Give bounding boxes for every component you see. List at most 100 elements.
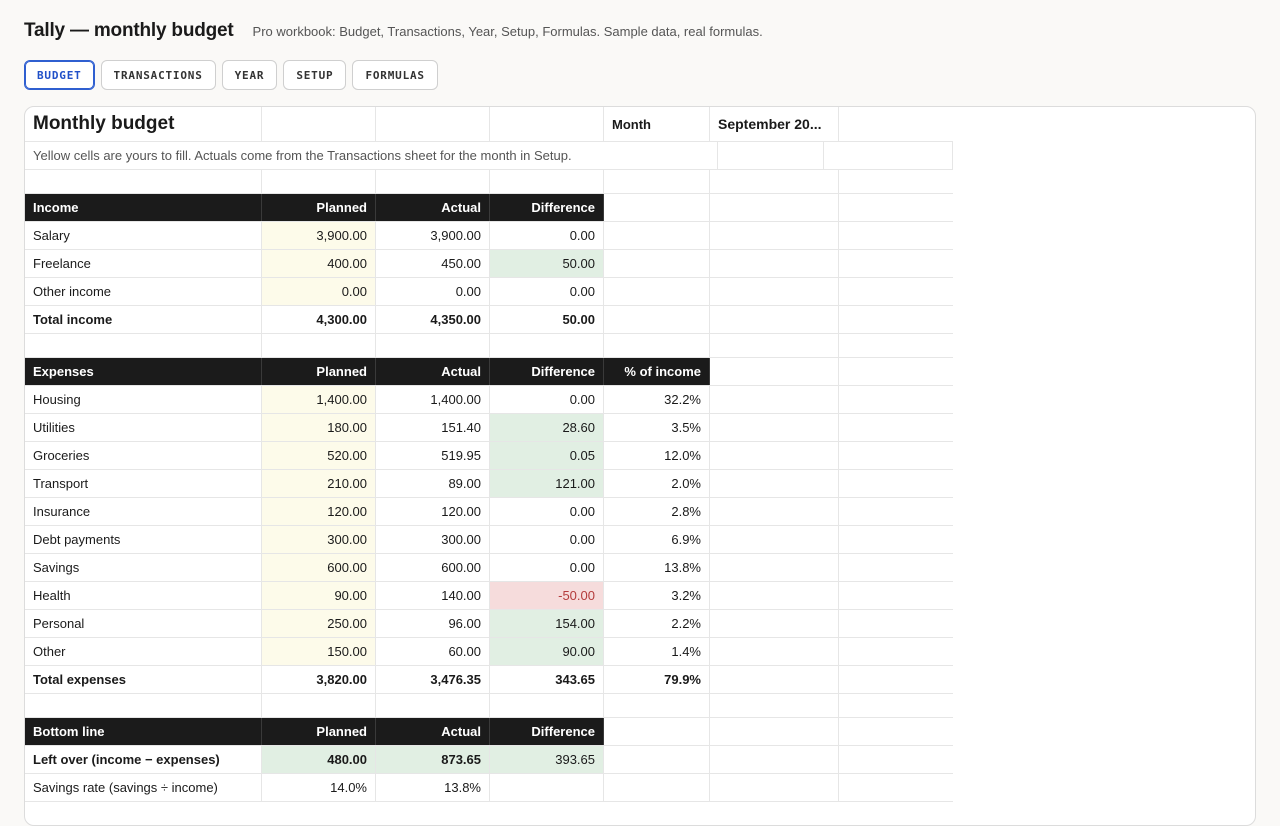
empty-cell[interactable]	[710, 386, 839, 413]
planned-input[interactable]: 120.00	[262, 498, 376, 525]
empty-cell[interactable]	[710, 306, 839, 333]
planned-value: 14.0%	[262, 774, 376, 801]
planned-input[interactable]: 3,900.00	[262, 222, 376, 249]
difference-header: Difference	[490, 718, 604, 745]
empty-cell[interactable]	[25, 170, 262, 193]
empty-cell[interactable]	[710, 278, 839, 305]
empty-cell[interactable]	[710, 498, 839, 525]
tab-setup[interactable]: SETUP	[283, 60, 347, 90]
empty-cell[interactable]	[604, 278, 710, 305]
empty-cell[interactable]	[710, 746, 839, 773]
actual-value: 3,900.00	[376, 222, 490, 249]
tab-transactions[interactable]: TRANSACTIONS	[100, 60, 216, 90]
empty-cell[interactable]	[25, 334, 262, 357]
planned-input[interactable]: 0.00	[262, 278, 376, 305]
difference-header: Difference	[490, 358, 604, 385]
difference-total: 50.00	[490, 306, 604, 333]
expense-row-groceries: Groceries 520.00 519.95 0.05 12.0%	[25, 442, 953, 470]
tab-formulas[interactable]: FORMULAS	[352, 60, 438, 90]
planned-input[interactable]: 250.00	[262, 610, 376, 637]
actual-value: 0.00	[376, 278, 490, 305]
empty-cell[interactable]	[710, 610, 839, 637]
empty-cell[interactable]	[490, 774, 604, 801]
empty-cell[interactable]	[262, 334, 376, 357]
empty-cell[interactable]	[262, 107, 376, 141]
difference-value: 50.00	[490, 250, 604, 277]
empty-cell[interactable]	[710, 554, 839, 581]
empty-cell[interactable]	[710, 250, 839, 277]
empty-cell[interactable]	[604, 718, 710, 745]
empty-cell[interactable]	[710, 526, 839, 553]
expense-row-housing: Housing 1,400.00 1,400.00 0.00 32.2%	[25, 386, 953, 414]
empty-cell[interactable]	[604, 170, 710, 193]
expense-row-utilities: Utilities 180.00 151.40 28.60 3.5%	[25, 414, 953, 442]
empty-cell[interactable]	[490, 107, 604, 141]
empty-cell[interactable]	[824, 142, 953, 169]
planned-input[interactable]: 1,400.00	[262, 386, 376, 413]
planned-input[interactable]: 210.00	[262, 470, 376, 497]
pct-income-value: 1.4%	[604, 638, 710, 665]
empty-cell[interactable]	[604, 194, 710, 221]
empty-cell[interactable]	[710, 470, 839, 497]
empty-cell[interactable]	[376, 694, 490, 717]
tab-year[interactable]: YEAR	[221, 60, 278, 90]
planned-input[interactable]: 180.00	[262, 414, 376, 441]
empty-cell[interactable]	[376, 170, 490, 193]
empty-cell[interactable]	[262, 694, 376, 717]
empty-cell[interactable]	[710, 334, 839, 357]
empty-cell[interactable]	[604, 774, 710, 801]
planned-input[interactable]: 600.00	[262, 554, 376, 581]
row-label: Freelance	[25, 250, 262, 277]
row-label: Savings rate (savings ÷ income)	[25, 774, 262, 801]
empty-cell[interactable]	[604, 334, 710, 357]
empty-cell[interactable]	[710, 358, 839, 385]
empty-cell[interactable]	[604, 250, 710, 277]
empty-cell[interactable]	[710, 774, 839, 801]
actual-total: 3,476.35	[376, 666, 490, 693]
empty-cell[interactable]	[710, 638, 839, 665]
empty-cell[interactable]	[710, 666, 839, 693]
blank-row	[25, 170, 953, 194]
income-row-other: Other income 0.00 0.00 0.00	[25, 278, 953, 306]
empty-cell[interactable]	[710, 442, 839, 469]
empty-cell[interactable]	[710, 718, 839, 745]
actual-value: 873.65	[376, 746, 490, 773]
difference-value: 0.00	[490, 554, 604, 581]
empty-cell[interactable]	[25, 694, 262, 717]
income-header-row: Income Planned Actual Difference	[25, 194, 953, 222]
empty-cell[interactable]	[376, 107, 490, 141]
budget-grid: Monthly budget Month September 20... Yel…	[25, 107, 953, 802]
row-label: Health	[25, 582, 262, 609]
row-label: Salary	[25, 222, 262, 249]
empty-cell[interactable]	[710, 194, 839, 221]
tab-budget[interactable]: BUDGET	[24, 60, 95, 90]
row-label: Other income	[25, 278, 262, 305]
empty-cell[interactable]	[604, 746, 710, 773]
planned-input[interactable]: 400.00	[262, 250, 376, 277]
empty-cell[interactable]	[710, 582, 839, 609]
empty-cell[interactable]	[604, 222, 710, 249]
actual-value: 140.00	[376, 582, 490, 609]
empty-cell[interactable]	[710, 170, 839, 193]
empty-cell[interactable]	[710, 414, 839, 441]
empty-cell[interactable]	[718, 142, 824, 169]
empty-cell[interactable]	[710, 694, 839, 717]
empty-cell[interactable]	[376, 334, 490, 357]
empty-cell[interactable]	[262, 170, 376, 193]
income-total-row: Total income 4,300.00 4,350.00 50.00	[25, 306, 953, 334]
planned-input[interactable]: 520.00	[262, 442, 376, 469]
planned-input[interactable]: 300.00	[262, 526, 376, 553]
empty-cell[interactable]	[490, 694, 604, 717]
month-value[interactable]: September 20...	[710, 107, 839, 141]
difference-value: 0.00	[490, 386, 604, 413]
pct-income-value: 12.0%	[604, 442, 710, 469]
empty-cell[interactable]	[710, 222, 839, 249]
empty-cell[interactable]	[490, 334, 604, 357]
planned-input[interactable]: 150.00	[262, 638, 376, 665]
pct-income-value: 2.0%	[604, 470, 710, 497]
planned-input[interactable]: 90.00	[262, 582, 376, 609]
empty-cell[interactable]	[604, 306, 710, 333]
empty-cell[interactable]	[490, 170, 604, 193]
expense-row-insurance: Insurance 120.00 120.00 0.00 2.8%	[25, 498, 953, 526]
empty-cell[interactable]	[604, 694, 710, 717]
